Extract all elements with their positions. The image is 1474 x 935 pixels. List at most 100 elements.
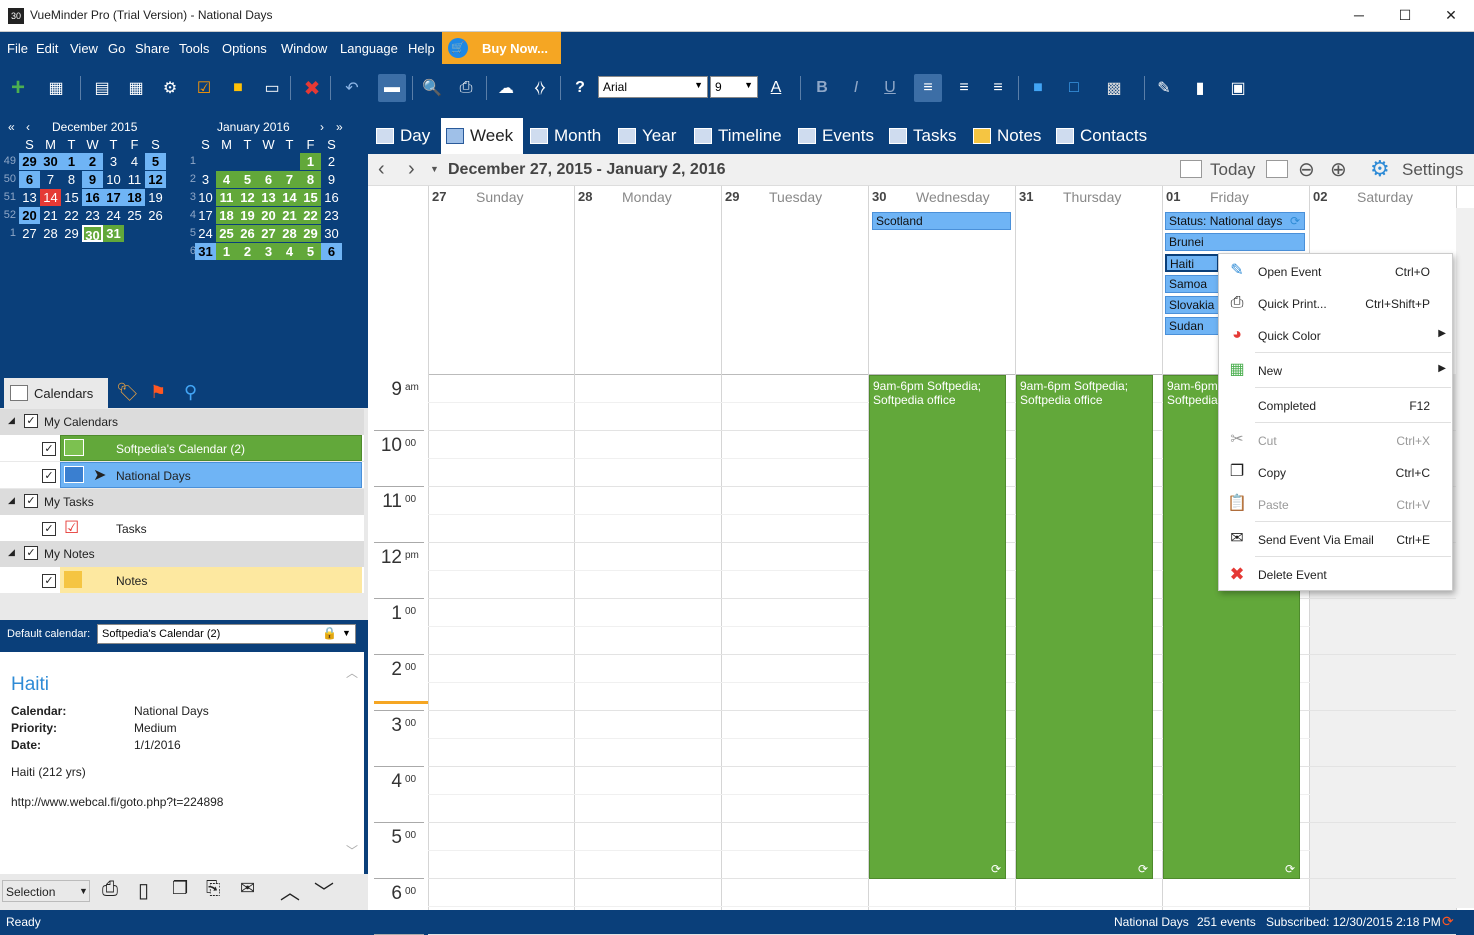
collapse-icon[interactable]: ◢ xyxy=(8,547,15,557)
tree-group-my-tasks[interactable]: ◢ ✓ My Tasks xyxy=(0,489,364,515)
tree-item-national-days[interactable]: ✓ ➤ National Days xyxy=(0,462,364,488)
day-cell[interactable]: 27 xyxy=(258,225,279,242)
tab-month[interactable]: Month xyxy=(530,118,610,154)
timed-event[interactable]: 9am-6pm Softpedia;Softpedia office ⟳ xyxy=(1016,375,1153,879)
day-cell[interactable]: 15 xyxy=(300,189,321,206)
calendar-view-icon[interactable]: ▦ xyxy=(48,80,64,97)
menu-options[interactable]: Options xyxy=(222,41,267,56)
share-calendar-icon[interactable]: ⚙ xyxy=(162,80,178,97)
menu-cut[interactable]: ✂ Cut Ctrl+X xyxy=(1219,425,1452,455)
add-icon[interactable]: + xyxy=(10,74,25,101)
day-cell[interactable]: 3 xyxy=(258,243,279,260)
day-cell[interactable]: 9 xyxy=(327,172,336,187)
day-cell[interactable]: 16 xyxy=(82,189,103,206)
page-icon[interactable]: ▯ xyxy=(138,880,150,902)
menu-copy[interactable]: ❐ Copy Ctrl+C xyxy=(1219,457,1452,487)
zoom-in-icon[interactable]: ⊕ xyxy=(1330,159,1347,181)
minimize-button[interactable]: ─ xyxy=(1354,7,1364,23)
day-cell[interactable]: 8 xyxy=(67,172,76,187)
help-icon[interactable]: ? xyxy=(575,79,585,96)
checkbox[interactable]: ✓ xyxy=(24,546,38,560)
tab-timeline[interactable]: Timeline xyxy=(694,118,790,154)
day-cell[interactable]: 14 xyxy=(40,189,61,206)
prev-week-icon[interactable]: ‹ xyxy=(378,158,385,180)
delete-icon[interactable]: ✖ xyxy=(303,77,321,100)
day-cell[interactable]: 4 xyxy=(130,154,139,169)
comment-icon[interactable]: ▬ xyxy=(378,74,406,102)
border-color-icon[interactable]: □ xyxy=(1069,79,1079,96)
all-day-event[interactable]: Slovakia xyxy=(1165,296,1219,314)
tab-contacts[interactable]: Contacts xyxy=(1056,118,1156,154)
menu-file[interactable]: File xyxy=(7,41,28,56)
week-grid-icon[interactable]: ▦ xyxy=(128,80,144,97)
tab-events[interactable]: Events xyxy=(798,118,878,154)
bold-icon[interactable]: B xyxy=(816,79,828,96)
day-cell[interactable]: 29 xyxy=(19,153,40,170)
day-number[interactable]: 30 xyxy=(872,189,887,204)
checkbox[interactable]: ✓ xyxy=(24,414,38,428)
collapse-icon[interactable]: ◢ xyxy=(8,415,15,425)
checkbox[interactable]: ✓ xyxy=(42,522,56,536)
menu-go[interactable]: Go xyxy=(108,41,126,56)
day-number[interactable]: 31 xyxy=(1019,189,1034,204)
day-number[interactable]: 01 xyxy=(1166,189,1181,204)
menu-paste[interactable]: 📋 Paste Ctrl+V xyxy=(1227,495,1430,512)
export-icon[interactable]: ⎘ xyxy=(206,878,221,898)
vertical-scrollbar[interactable] xyxy=(1456,208,1474,908)
prev-month-icon[interactable]: ‹ xyxy=(26,120,30,134)
day-cell[interactable]: 26 xyxy=(237,225,258,242)
day-number[interactable]: 02 xyxy=(1313,189,1328,204)
tab-calendars[interactable]: Calendars xyxy=(4,378,108,408)
menu-share[interactable]: Share xyxy=(135,41,170,56)
day-cell[interactable]: 1 xyxy=(61,153,82,170)
all-day-event[interactable]: Sudan xyxy=(1165,317,1219,335)
undo-icon[interactable]: ↶ xyxy=(345,80,359,97)
down-arrow-icon[interactable]: ﹀ xyxy=(314,882,334,904)
format-painter-icon[interactable]: ▮ xyxy=(1195,80,1205,97)
prev-year-icon[interactable]: « xyxy=(8,120,15,134)
day-cell[interactable]: 2 xyxy=(237,243,258,260)
day-cell[interactable]: 19 xyxy=(148,190,163,205)
buy-now-button[interactable]: 🛒 Buy Now... xyxy=(442,32,561,64)
day-cell[interactable]: 5 xyxy=(300,243,321,260)
align-right-icon[interactable]: ≡ xyxy=(993,79,1003,96)
gradient-icon[interactable]: ▩ xyxy=(1106,80,1122,97)
settings-button[interactable]: Settings xyxy=(1402,160,1464,179)
email-icon[interactable]: ✉ xyxy=(240,878,256,898)
checkbox[interactable]: ✓ xyxy=(42,442,56,456)
all-day-event[interactable]: Brunei xyxy=(1165,233,1305,251)
collapse-icon[interactable]: ◢ xyxy=(8,495,15,505)
menu-delete-event[interactable]: ✖ Delete Event xyxy=(1219,559,1452,589)
all-day-event-status[interactable]: Status: National days ⟳ xyxy=(1165,212,1305,230)
tree-item-notes[interactable]: ✓ Notes xyxy=(0,567,364,593)
day-cell[interactable]: 10 xyxy=(198,190,213,205)
day-cell[interactable]: 31 xyxy=(195,243,216,260)
today-icon[interactable] xyxy=(1180,160,1202,178)
day-cell[interactable]: 22 xyxy=(300,207,321,224)
day-cell[interactable]: 3 xyxy=(109,154,118,169)
day-cell[interactable]: 20 xyxy=(258,207,279,224)
menu-language[interactable]: Language xyxy=(340,41,398,56)
tree-group-my-calendars[interactable]: ◢ ✓ My Calendars xyxy=(0,409,364,435)
eyedropper-icon[interactable]: ✎ xyxy=(1157,80,1171,97)
gear-icon[interactable]: ⚙ xyxy=(1370,156,1390,181)
maximize-button[interactable]: ☐ xyxy=(1398,7,1412,23)
task-icon[interactable]: ☑ xyxy=(196,80,212,97)
next-year-icon[interactable]: » xyxy=(336,120,343,134)
day-cell[interactable]: 7 xyxy=(46,172,55,187)
scroll-down-icon[interactable]: ﹀ xyxy=(346,844,359,858)
underline-icon[interactable]: U xyxy=(884,79,896,96)
day-cell[interactable]: 4 xyxy=(279,243,300,260)
print-icon[interactable]: ⎙ xyxy=(102,878,118,900)
default-calendar-select[interactable]: Softpedia's Calendar (2) 🔒 ▼ xyxy=(97,624,356,644)
day-cell[interactable]: 17 xyxy=(198,208,213,223)
day-cell[interactable]: 9 xyxy=(82,171,103,188)
day-cell[interactable]: 11 xyxy=(127,172,142,187)
menu-window[interactable]: Window xyxy=(281,41,328,56)
day-cell[interactable]: 25 xyxy=(216,225,237,242)
cloud-upload-icon[interactable]: ☁ xyxy=(498,80,514,97)
checkbox[interactable]: ✓ xyxy=(42,574,56,588)
day-cell[interactable]: 24 xyxy=(106,208,121,223)
menu-new[interactable]: ▦ New ▶ xyxy=(1219,355,1452,385)
day-number[interactable]: 28 xyxy=(578,189,593,204)
